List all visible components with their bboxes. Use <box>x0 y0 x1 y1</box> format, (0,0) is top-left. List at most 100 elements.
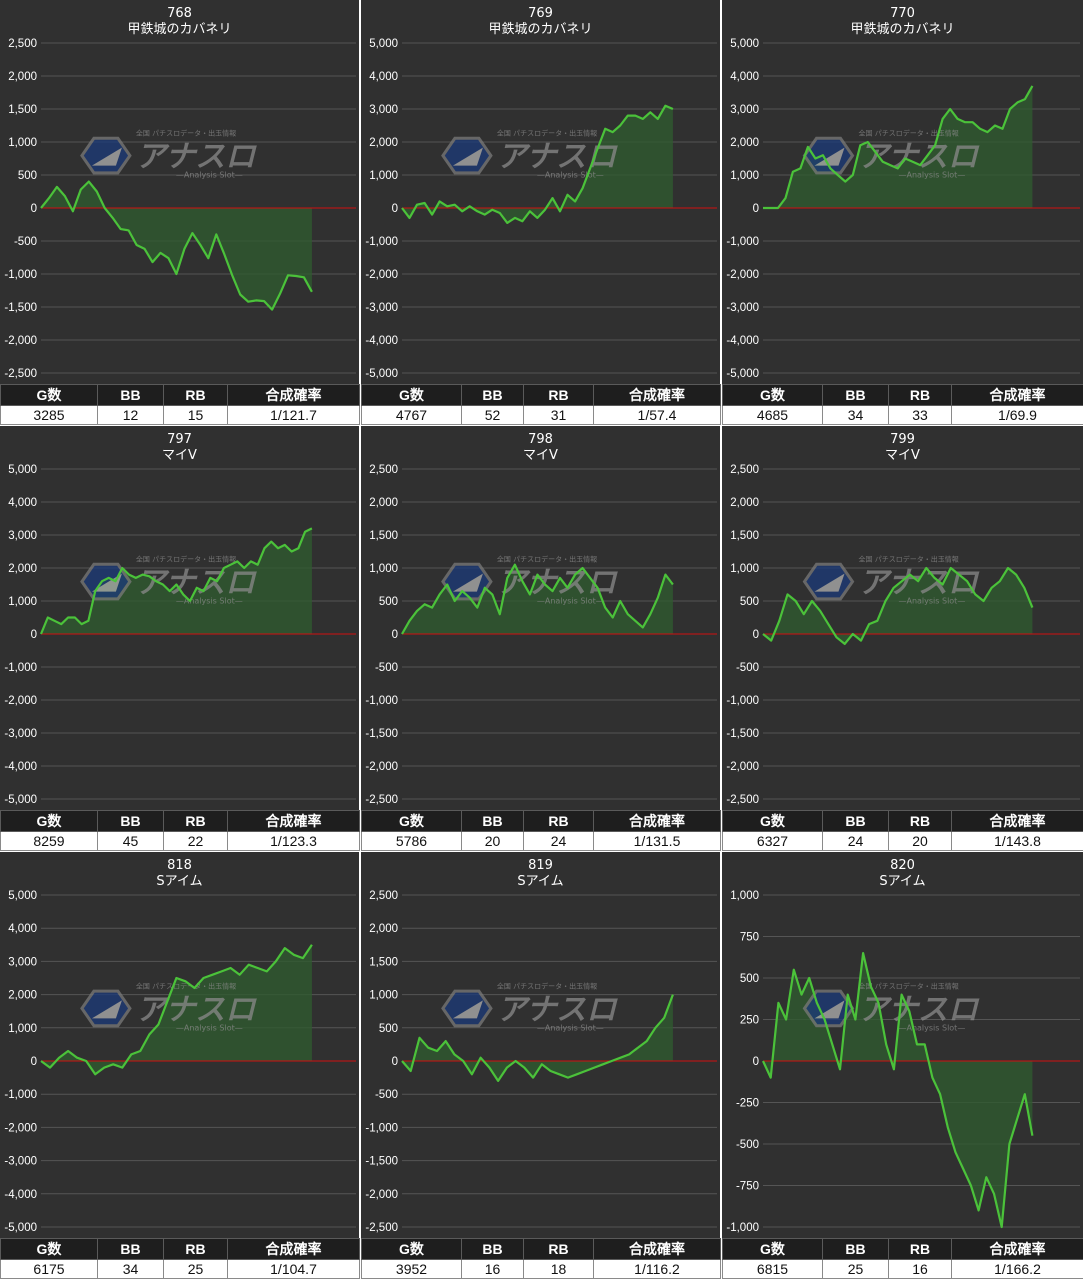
y-tick-label: 1,500 <box>369 956 398 968</box>
header-rate: 合成確率 <box>594 385 721 406</box>
y-tick-label: 1,000 <box>8 1023 37 1035</box>
header-rate: 合成確率 <box>594 811 721 832</box>
chart-title: マイV <box>523 448 558 463</box>
header-bb: BB <box>462 811 524 832</box>
stat-rate: 1/121.7 <box>228 406 360 425</box>
y-tick-label: 4,000 <box>8 497 37 509</box>
y-tick-label: -1,000 <box>4 1089 37 1101</box>
y-tick-label: -2,000 <box>726 269 759 281</box>
y-tick-label: 2,000 <box>730 497 759 509</box>
y-tick-label: -1,000 <box>726 1222 759 1234</box>
y-tick-label: -500 <box>375 1089 398 1101</box>
chart-number: 818 <box>167 858 192 873</box>
chart-svg: 797マイV5,0004,0003,0002,0001,0000-1,000-2… <box>0 426 359 810</box>
y-tick-label: -2,500 <box>365 1222 398 1234</box>
y-tick-label: -250 <box>736 1098 759 1110</box>
y-tick-label: -1,000 <box>4 662 37 674</box>
y-tick-label: 0 <box>753 629 759 641</box>
y-tick-label: 1,000 <box>369 563 398 575</box>
header-g: G数 <box>362 811 462 832</box>
stat-g: 4767 <box>362 406 462 425</box>
watermark-tagline: 全国 パチスロデータ・出玉情報 <box>136 555 236 564</box>
watermark-title: アナスロ <box>136 992 257 1027</box>
y-tick-label: 2,500 <box>369 890 398 902</box>
y-tick-label: -1,500 <box>365 728 398 740</box>
stat-rb: 31 <box>524 406 594 425</box>
logo-hex-icon <box>82 138 130 173</box>
watermark-tagline: 全国 パチスロデータ・出玉情報 <box>858 555 958 564</box>
y-tick-label: 2,000 <box>8 563 37 575</box>
stat-bb: 12 <box>98 406 164 425</box>
y-tick-label: 2,000 <box>8 71 37 83</box>
stat-rate: 1/104.7 <box>228 1260 360 1279</box>
y-tick-label: -3,000 <box>4 728 37 740</box>
header-bb: BB <box>98 1239 164 1260</box>
y-tick-label: 250 <box>740 1015 759 1027</box>
header-rate: 合成確率 <box>952 811 1083 832</box>
header-rb: RB <box>524 1239 594 1260</box>
header-bb: BB <box>823 1239 889 1260</box>
chart-svg: 820Sアイム1,0007505002500-250-500-750-1,000… <box>722 852 1083 1238</box>
y-tick-label: 750 <box>740 932 759 944</box>
y-tick-label: -1,500 <box>726 728 759 740</box>
header-rate: 合成確率 <box>228 385 360 406</box>
chart-svg: 768甲鉄城のカバネリ2,5002,0001,5001,0005000-500-… <box>0 0 359 384</box>
y-tick-label: 1,000 <box>730 170 759 182</box>
header-rate: 合成確率 <box>228 811 360 832</box>
y-tick-label: 0 <box>753 1056 759 1068</box>
watermark-title: アナスロ <box>136 140 257 175</box>
chart-title: 甲鉄城のカバネリ <box>488 22 592 37</box>
logo-hex-icon <box>805 564 853 599</box>
header-rb: RB <box>164 811 228 832</box>
watermark-title: アナスロ <box>858 566 979 601</box>
y-tick-label: 0 <box>392 1056 398 1068</box>
watermark-tagline: 全国 パチスロデータ・出玉情報 <box>497 555 597 564</box>
y-tick-label: 500 <box>379 596 398 608</box>
header-rb: RB <box>889 385 952 406</box>
y-tick-label: -2,000 <box>365 1189 398 1201</box>
stat-bb: 25 <box>823 1260 889 1279</box>
watermark-tagline: 全国 パチスロデータ・出玉情報 <box>858 129 958 138</box>
chart-number: 798 <box>528 432 553 447</box>
chart-number: 819 <box>528 858 553 873</box>
y-tick-label: -1,500 <box>365 1156 398 1168</box>
y-tick-label: -2,000 <box>4 335 37 347</box>
y-tick-label: 2,000 <box>8 990 37 1002</box>
chart-svg: 819Sアイム2,5002,0001,5001,0005000-500-1,00… <box>361 852 720 1238</box>
header-g: G数 <box>723 1239 823 1260</box>
stat-bb: 20 <box>462 832 524 851</box>
watermark-subtitle: —Analysis Slot— <box>898 597 965 606</box>
y-tick-label: -2,000 <box>365 269 398 281</box>
watermark-title: アナスロ <box>136 566 257 601</box>
y-tick-label: -2,000 <box>726 761 759 773</box>
y-tick-label: -3,000 <box>726 302 759 314</box>
y-tick-label: 500 <box>740 973 759 985</box>
stat-bb: 34 <box>823 406 889 425</box>
stat-rate: 1/69.9 <box>952 406 1083 425</box>
header-rate: 合成確率 <box>594 1239 721 1260</box>
y-tick-label: -4,000 <box>726 335 759 347</box>
chart-title: 甲鉄城のカバネリ <box>127 22 231 37</box>
stat-bb: 24 <box>823 832 889 851</box>
chart-number: 768 <box>167 6 192 21</box>
y-tick-label: 0 <box>392 629 398 641</box>
chart-title: Sアイム <box>517 874 563 889</box>
y-tick-label: -4,000 <box>4 1189 37 1201</box>
y-tick-label: 500 <box>379 1023 398 1035</box>
watermark-subtitle: —Analysis Slot— <box>898 171 965 180</box>
y-tick-label: -500 <box>375 662 398 674</box>
watermark-subtitle: —Analysis Slot— <box>537 171 604 180</box>
y-tick-label: 2,000 <box>369 137 398 149</box>
chart-title: Sアイム <box>156 874 202 889</box>
y-tick-label: 4,000 <box>8 923 37 935</box>
